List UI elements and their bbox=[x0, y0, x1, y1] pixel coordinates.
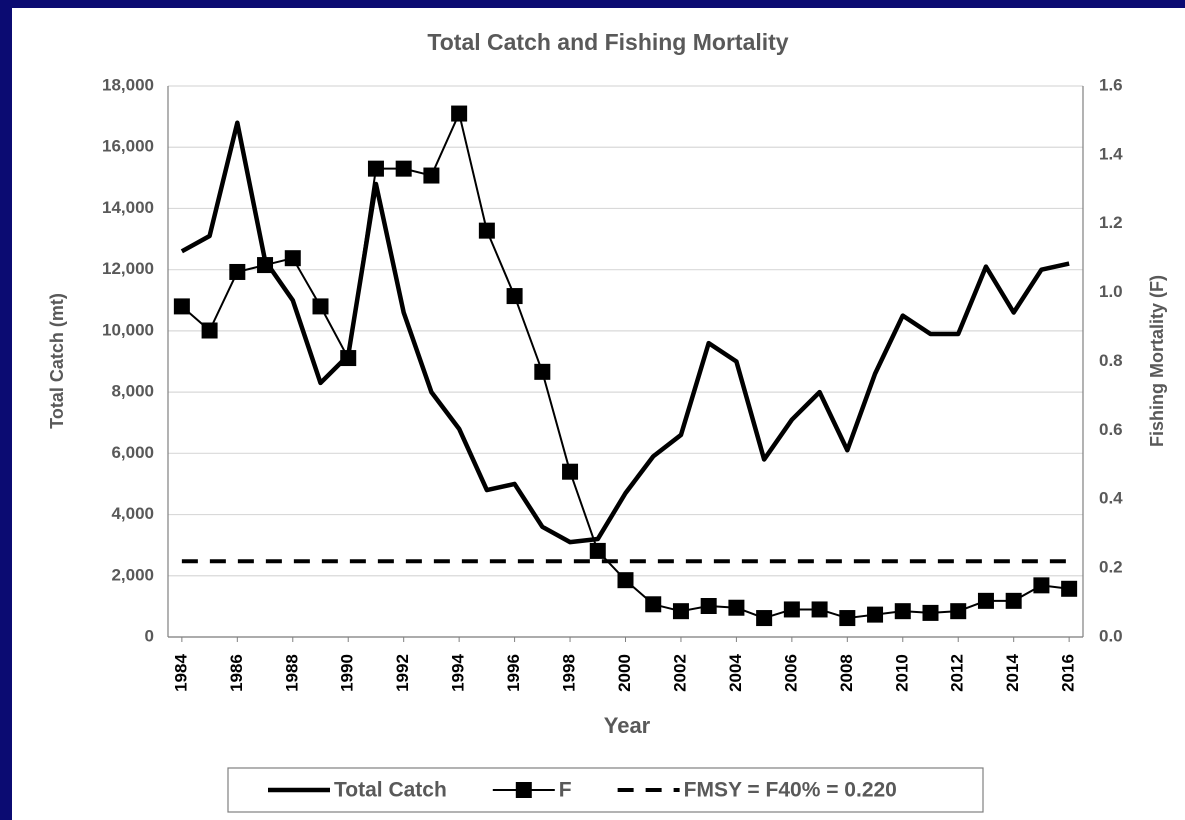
marker bbox=[229, 263, 246, 280]
x-tick-label: 1990 bbox=[338, 654, 357, 692]
y-tick-label: 2,000 bbox=[111, 565, 154, 584]
marker bbox=[977, 592, 994, 609]
y-tick-label: 4,000 bbox=[111, 504, 154, 523]
y2-tick-label: 0.4 bbox=[1099, 489, 1123, 508]
legend-label: Total Catch bbox=[334, 779, 447, 802]
chart-background bbox=[12, 8, 1185, 820]
marker bbox=[395, 160, 412, 177]
y2-tick-label: 0.2 bbox=[1099, 558, 1123, 577]
x-tick-label: 2012 bbox=[948, 654, 967, 692]
marker bbox=[839, 610, 856, 627]
marker bbox=[867, 606, 884, 623]
x-tick-label: 1992 bbox=[393, 654, 412, 692]
legend-label: FMSY = F40% = 0.220 bbox=[684, 779, 897, 802]
marker bbox=[201, 322, 218, 339]
marker bbox=[645, 596, 662, 613]
x-tick-label: 2008 bbox=[837, 654, 856, 692]
marker bbox=[451, 105, 468, 122]
x-axis-title: Year bbox=[604, 713, 651, 738]
marker bbox=[173, 298, 190, 315]
marker bbox=[756, 610, 773, 627]
marker bbox=[700, 598, 717, 615]
marker bbox=[506, 288, 523, 305]
y-tick-label: 18,000 bbox=[102, 75, 154, 94]
marker bbox=[589, 542, 606, 559]
y2-tick-label: 0.0 bbox=[1099, 626, 1123, 645]
x-tick-label: 2006 bbox=[781, 654, 800, 692]
y2-tick-label: 1.0 bbox=[1099, 282, 1123, 301]
y2-tick-label: 1.4 bbox=[1099, 144, 1123, 163]
legend-marker bbox=[515, 782, 532, 798]
y2-tick-label: 0.8 bbox=[1099, 351, 1123, 370]
y2-tick-label: 0.6 bbox=[1099, 420, 1123, 439]
x-tick-label: 1984 bbox=[171, 654, 190, 692]
y-tick-label: 8,000 bbox=[111, 382, 154, 401]
y-tick-label: 0 bbox=[145, 626, 154, 645]
marker bbox=[534, 363, 551, 380]
marker bbox=[728, 599, 745, 616]
x-tick-label: 2004 bbox=[726, 654, 745, 692]
marker bbox=[478, 222, 495, 239]
x-tick-label: 2014 bbox=[1003, 654, 1022, 692]
y-axis-title: Total Catch (mt) bbox=[47, 293, 67, 429]
x-tick-label: 1986 bbox=[227, 654, 246, 692]
marker bbox=[922, 604, 939, 621]
y-tick-label: 12,000 bbox=[102, 259, 154, 278]
marker bbox=[617, 572, 634, 589]
marker bbox=[783, 601, 800, 618]
series-line bbox=[180, 120, 1070, 545]
marker bbox=[340, 350, 357, 367]
x-tick-label: 1988 bbox=[282, 654, 301, 692]
x-tick-label: 2016 bbox=[1059, 654, 1078, 692]
marker bbox=[811, 601, 828, 618]
marker bbox=[1033, 577, 1050, 594]
marker bbox=[312, 298, 329, 315]
marker bbox=[562, 463, 579, 480]
y-tick-label: 6,000 bbox=[111, 443, 154, 462]
legend-label: F bbox=[559, 779, 572, 802]
y2-axis-title: Fishing Mortality (F) bbox=[1147, 275, 1167, 447]
marker bbox=[894, 603, 911, 620]
marker bbox=[950, 603, 967, 620]
x-tick-label: 1994 bbox=[449, 654, 468, 692]
y2-tick-label: 1.6 bbox=[1099, 75, 1123, 94]
marker bbox=[1005, 592, 1022, 609]
y-tick-label: 14,000 bbox=[102, 198, 154, 217]
x-tick-label: 1996 bbox=[504, 654, 523, 692]
y2-tick-label: 1.2 bbox=[1099, 213, 1123, 232]
x-tick-label: 1998 bbox=[560, 654, 579, 692]
marker bbox=[1061, 580, 1078, 597]
marker bbox=[367, 160, 384, 177]
marker bbox=[423, 167, 440, 184]
y-tick-label: 16,000 bbox=[102, 137, 154, 156]
marker bbox=[257, 257, 274, 274]
legend-box bbox=[227, 767, 984, 813]
marker bbox=[284, 250, 301, 267]
chart-title: Total Catch and Fishing Mortality bbox=[427, 29, 788, 55]
y-tick-label: 10,000 bbox=[102, 320, 154, 339]
x-tick-label: 2010 bbox=[892, 654, 911, 692]
x-tick-label: 2002 bbox=[670, 654, 689, 692]
marker bbox=[672, 603, 689, 620]
x-tick-label: 2000 bbox=[615, 654, 634, 692]
